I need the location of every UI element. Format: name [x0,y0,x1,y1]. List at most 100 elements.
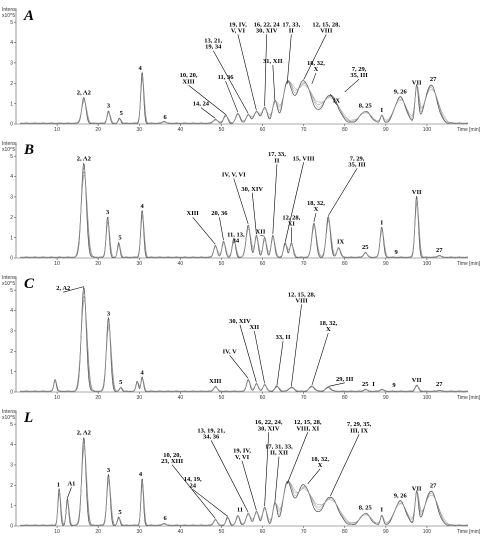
peak-label: 27 [430,76,437,83]
peak-label: X [326,326,331,333]
peak-label: VIII, XI [296,425,319,432]
peak-label: 23, XIII [161,458,184,465]
peak-label: 12, 15, 28, [294,419,322,426]
peak-label: 25 [362,381,369,388]
x-tick-label: 60 [260,261,266,267]
peak-label: VII [412,189,422,196]
peak-label: 1 [57,481,60,488]
peak-leader-line [272,64,276,101]
peak-leader-line [286,432,309,484]
peak-leader-line [251,192,257,235]
peak-label: XIII [182,78,195,85]
x-tick-label: 50 [219,395,225,401]
y-tick-label: 2 [10,215,13,221]
peak-label: X [314,66,319,73]
peak-label: 30, XIV [256,27,278,34]
y-tick-label: 5 [10,20,13,26]
peak-leader-line [272,164,278,235]
x-tick-label: 70 [301,261,307,267]
peak-label: 11, 13, [227,232,245,239]
peak-label: 2, A2 [56,285,70,292]
x-axis-label: Time [min] [457,127,481,133]
peak-label: 11, 36 [218,74,235,81]
peak-leader-line [192,217,216,245]
peak-label: 6 [164,515,168,522]
peak-label: XII [256,229,266,236]
y-tick-label: 0 [10,256,13,262]
peak-label: 27 [436,381,443,388]
panel-letter: L [23,410,33,426]
peak-label: 18, 32, [307,60,325,67]
panel-l: Intens.x10^5 0 1 2 3 4 5 10 20 30 40 50 60 70 80 90 100 T… [2,409,481,535]
peak-label: 10, 20, [180,72,198,79]
peak-leader-line [311,332,329,386]
y-tick-label: 1 [10,369,13,375]
y-tick-label: 3 [10,195,13,201]
peak-label: 9, 26 [394,88,408,95]
peak-leader-line [311,72,317,84]
x-tick-label: 20 [95,529,101,535]
peak-label: 18, 32, [307,200,325,207]
y-tick-label: 4 [10,174,13,180]
peak-label: 3 [107,467,111,474]
peak-label: 4 [139,471,143,478]
peak-label: XIII [187,210,200,217]
y-axis-label: Intens. [2,275,17,281]
x-tick-label: 80 [342,261,348,267]
peak-label: 14, 19, [184,476,202,483]
peak-label: 12, 28, [282,214,300,221]
peak-label: 9, 26 [394,492,408,499]
peak-leader-line [291,304,302,387]
peak-label: 14, 24 [193,101,210,108]
peak-label: 13, 21, [204,38,222,45]
y-tick-label: 5 [10,288,13,294]
peak-leader-line [264,432,270,507]
x-tick-label: 50 [219,261,225,267]
peak-label: V, VI [235,454,250,461]
peak-label: 15, VIII [293,155,315,162]
y-multiplier-label: x10^5 [2,281,15,287]
peak-label: II, XII [270,450,289,457]
peak-label: VII [412,485,422,492]
y-axis-label: Intens. [2,7,17,13]
chromatogram-trace [20,78,468,125]
peak-label: 12, 15, 28, [288,291,316,298]
peak-label: 5 [118,509,122,516]
peak-label: 4 [141,370,145,377]
peak-label: 18, 32, [311,456,329,463]
x-tick-label: 10 [54,529,60,535]
x-tick-label: 70 [301,529,307,535]
x-tick-label: 30 [136,261,142,267]
peak-label: I [380,507,383,514]
peak-label: 3 [107,103,111,110]
peak-label: 29, III [336,376,354,383]
peak-label: 3 [107,311,111,318]
y-tick-label: 2 [10,483,13,489]
y-tick-label: 4 [10,40,13,46]
x-tick-label: 100 [423,529,432,535]
y-tick-label: 0 [10,390,13,396]
peak-label: 5 [118,235,122,242]
x-tick-label: 80 [342,395,348,401]
y-tick-label: 0 [10,122,13,128]
panel-letter: B [23,142,34,158]
peak-label: 18, 32, [319,320,337,327]
peak-leader-line [239,324,257,383]
peak-leader-line [328,382,345,387]
x-tick-label: 100 [423,261,432,267]
y-tick-label: 3 [10,61,13,67]
peak-label: 25 [362,244,369,251]
y-tick-label: 5 [10,422,13,428]
y-tick-label: 2 [10,349,13,355]
peak-label: II [289,27,295,34]
panel-c: Intens.x10^5 0 1 2 3 4 5 10 20 30 40 50 60 70 80 90 100 T… [2,275,481,401]
peak-label: VII [412,377,422,384]
x-tick-label: 90 [383,529,389,535]
peak-label: 7, 29, [350,155,365,162]
peak-label: 9 [394,249,398,256]
peak-leader-line [188,85,226,115]
peak-label: 13, 19, 21, [197,427,225,434]
x-tick-label: 60 [260,395,266,401]
